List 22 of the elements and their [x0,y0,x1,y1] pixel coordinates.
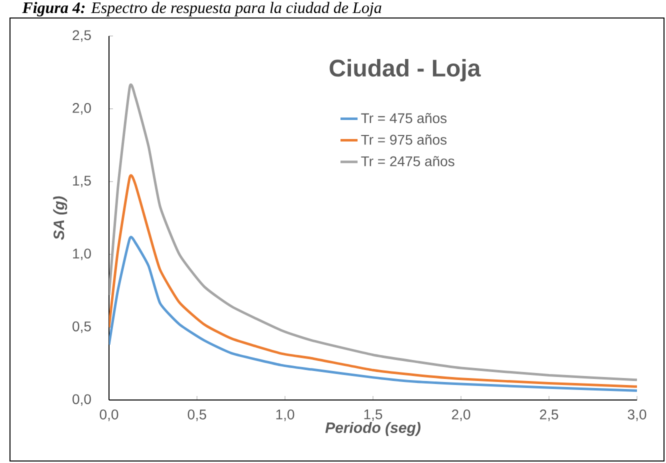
text: Figura 4: Espectro de respuesta para la ciudad de Loja [22,2,382,16]
x-axis-title: Periodo (seg) [325,422,420,436]
x-tick-label: 2,5 [540,410,558,422]
text: Ciudad - Loja [330,59,481,82]
y-axis-title: SA (g) [53,196,68,240]
y-tick-label: 2,5 [72,30,91,42]
legend-label: Tr = 975 años [361,134,447,145]
x-tick-label: 0,0 [100,410,118,422]
y-tick-label: 2,0 [72,103,91,115]
x-tick-label: 2,0 [452,410,470,422]
y-tick-label: 0,5 [72,321,91,333]
y-tick-label: 0,0 [72,394,91,406]
legend-label: Tr = 2475 años [361,156,454,166]
legend-label: Tr = 475 años [361,112,447,124]
y-tick-label: 1,0 [73,248,91,260]
x-tick-label: 1,0 [276,410,294,422]
line-series [109,174,638,388]
x-tick-label: 0,5 [188,410,206,422]
x-tick-label: 3,0 [628,410,646,422]
line-series [109,237,638,392]
y-tick-label: 1,5 [73,176,91,188]
x-tick-label: 1,5 [364,410,382,421]
